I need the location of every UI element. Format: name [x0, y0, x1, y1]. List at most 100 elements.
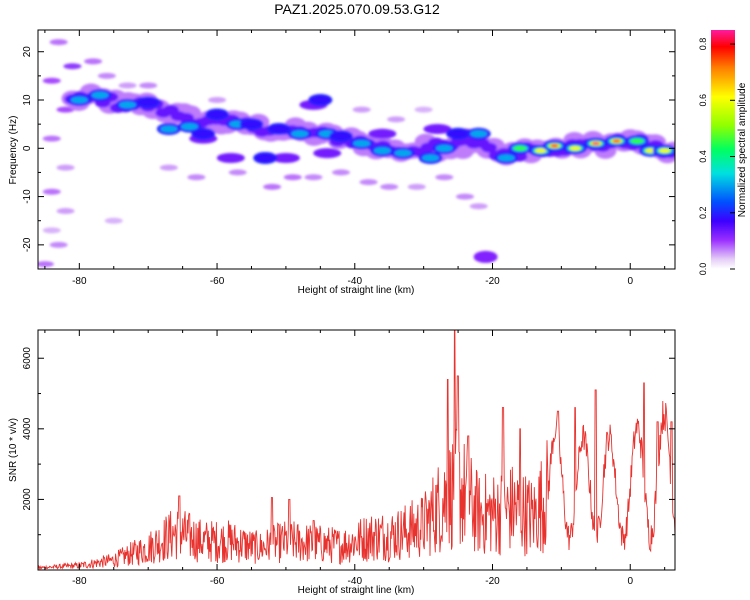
heatmap-marks — [38, 39, 675, 268]
snr-x-axis-label: Height of straight line (km) — [298, 585, 415, 596]
heatmap-y-tick-label: -10 — [22, 189, 33, 204]
heatmap-x-tick-label: -40 — [348, 276, 363, 287]
heatmap-blob — [160, 125, 178, 133]
snr-y-axis-label: SNR (10 * v/v) — [8, 418, 19, 482]
heatmap-blob — [331, 132, 352, 141]
heatmap-speckle — [84, 58, 103, 65]
heatmap-blob — [630, 138, 645, 144]
heatmap-speckle — [42, 77, 61, 84]
heatmap-x-tick-label: -20 — [485, 276, 500, 287]
heatmap-cell — [313, 148, 342, 159]
snr-panel: -80 -60 -40 -20 0 2000 4000 6000 Height of stra… — [8, 329, 676, 596]
heatmap-speckle — [187, 174, 206, 181]
snr-x-tick-label: -40 — [348, 576, 363, 587]
heatmap-speckle — [56, 106, 75, 113]
heatmap-speckle — [49, 241, 68, 248]
heatmap-speckle — [332, 169, 351, 176]
heatmap-x-tick-label: -60 — [210, 276, 225, 287]
snr-y-tick-label: 2000 — [22, 488, 33, 511]
colorbar-ticks: 0.0 0.2 0.4 0.6 0.8 — [698, 38, 735, 275]
colorbar-tick-label: 0.4 — [698, 150, 708, 163]
heatmap-axes: -80 -60 -40 -20 0 -20 -10 0 10 20 — [22, 30, 675, 287]
heatmap-speckle — [139, 82, 158, 89]
heatmap-blob — [659, 148, 671, 153]
heatmap-speckle — [42, 227, 61, 234]
colorbar-scale — [711, 30, 735, 269]
page-title: PAZ1.2025.070.09.53.G12 — [274, 1, 440, 17]
heatmap-blob — [91, 91, 109, 99]
heatmap-frame — [37, 29, 676, 270]
snr-series-line — [38, 330, 675, 570]
heatmap-speckle — [104, 217, 123, 224]
heatmap-blob — [291, 130, 309, 138]
heatmap-blob — [497, 154, 515, 162]
colorbar-label: Normalized spectral amplitude — [737, 82, 748, 217]
snr-axes: -80 -60 -40 -20 0 2000 4000 6000 — [22, 330, 675, 587]
heatmap-speckle — [435, 174, 454, 181]
heatmap-speckle — [208, 97, 227, 104]
heatmap-cell — [271, 152, 300, 163]
colorbar-tick-label: 0.0 — [698, 263, 708, 276]
heatmap-x-tick-label: -80 — [72, 276, 87, 287]
heatmap-cell — [368, 128, 397, 139]
heatmap-panel: -80 -60 -40 -20 0 -20 -10 0 10 20 Height of strai… — [8, 29, 676, 296]
snr-x-tick-label: -20 — [485, 576, 500, 587]
heatmap-blob — [373, 147, 391, 155]
heatmap-blob — [422, 154, 440, 162]
heatmap-blob — [119, 101, 137, 109]
heatmap-speckle — [56, 208, 75, 215]
heatmap-blob — [269, 124, 290, 133]
snr-frame — [37, 329, 676, 571]
heatmap-speckle — [49, 39, 68, 46]
heatmap-speckle — [56, 164, 75, 171]
heatmap-blob — [569, 146, 581, 151]
heatmap-speckle — [228, 169, 247, 176]
heatmap-blob — [435, 144, 453, 152]
heatmap-blob — [310, 96, 331, 105]
heatmap-blob — [612, 139, 621, 143]
heatmap-blob — [448, 129, 469, 138]
heatmap-blob — [207, 110, 228, 119]
heatmap-blob — [535, 148, 547, 153]
heatmap-x-tick-label: 0 — [627, 276, 633, 287]
heatmap-blob — [181, 123, 199, 130]
heatmap-blob — [241, 120, 262, 129]
heatmap-blob — [70, 96, 88, 104]
heatmap-blob — [470, 130, 488, 138]
heatmap-speckle — [63, 63, 82, 70]
heatmap-y-tick-label: 0 — [22, 145, 33, 151]
heatmap-blob — [193, 129, 214, 138]
heatmap-y-tick-label: 20 — [22, 46, 33, 58]
heatmap-y-tick-label: 10 — [22, 94, 33, 106]
heatmap-blob — [394, 149, 412, 157]
heatmap-speckle — [38, 261, 54, 268]
colorbar: 0.0 0.2 0.4 0.6 0.8 Normalized spectral ampl… — [698, 30, 748, 275]
snr-y-tick-label: 6000 — [22, 347, 33, 370]
heatmap-blob — [593, 142, 599, 145]
heatmap-blob — [255, 153, 276, 162]
snr-x-tick-label: 0 — [627, 576, 633, 587]
heatmap-cell — [216, 152, 245, 163]
heatmap-blob — [473, 250, 498, 263]
heatmap-blob — [513, 145, 528, 152]
heatmap-cell — [481, 142, 498, 153]
heatmap-x-axis-label: Height of straight line (km) — [298, 285, 415, 296]
heatmap-speckle — [42, 188, 61, 195]
heatmap-speckle — [469, 203, 488, 210]
heatmap-speckle — [283, 174, 302, 181]
heatmap-speckle — [263, 183, 282, 190]
heatmap-speckle — [359, 179, 378, 186]
snr-x-tick-label: -80 — [72, 576, 87, 587]
colorbar-tick-label: 0.2 — [698, 207, 708, 220]
heatmap-cell — [423, 123, 452, 134]
heatmap-speckle — [407, 183, 426, 190]
heatmap-speckle — [387, 116, 406, 123]
heatmap-speckle — [455, 193, 474, 200]
colorbar-tick-label: 0.6 — [698, 94, 708, 107]
heatmap-speckle — [159, 164, 178, 171]
snr-x-tick-label: -60 — [210, 576, 225, 587]
heatmap-speckle — [42, 135, 61, 142]
heatmap-y-tick-label: -20 — [22, 237, 33, 252]
heatmap-blob — [353, 140, 371, 147]
